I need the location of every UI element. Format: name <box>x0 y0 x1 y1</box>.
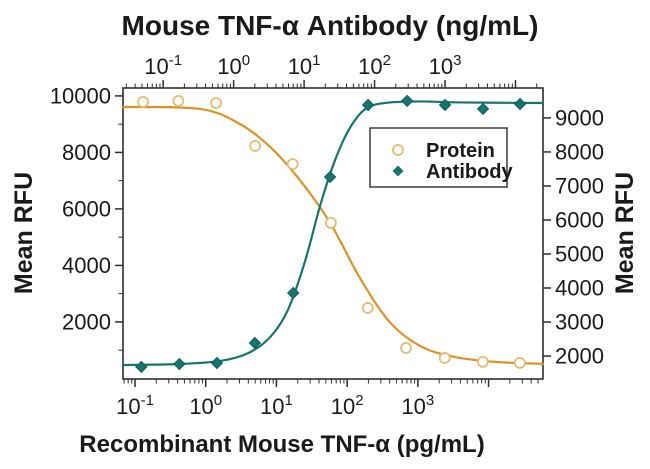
top-tick-label: 10-1 <box>144 52 182 79</box>
right-tick-label: 2000 <box>555 344 604 369</box>
bottom-axis-title: Recombinant Mouse TNF-α (pg/mL) <box>79 431 484 458</box>
data-point-antibody <box>513 97 527 111</box>
left-tick-label: 4000 <box>62 253 111 278</box>
right-tick-label: 9000 <box>555 105 604 130</box>
right-axis-title: Mean RFU <box>611 172 639 294</box>
data-point-protein <box>400 342 412 354</box>
data-point-antibody <box>438 98 452 112</box>
legend-label-protein: Protein <box>426 140 495 162</box>
bottom-tick-label: 103 <box>401 392 434 419</box>
data-point-protein <box>325 217 337 229</box>
data-point-antibody <box>476 102 490 116</box>
legend-label-antibody: Antibody <box>426 161 514 183</box>
fit-curve-protein <box>121 105 545 365</box>
data-point-antibody <box>210 356 224 370</box>
fit-curve-antibody <box>121 100 545 367</box>
left-tick-label: 10000 <box>50 83 111 108</box>
right-tick-label: 7000 <box>555 173 604 198</box>
right-tick-label: 5000 <box>555 241 604 266</box>
bottom-tick-label: 10-1 <box>116 392 154 419</box>
left-axis-title: Mean RFU <box>10 172 38 294</box>
right-tick-label: 6000 <box>555 207 604 232</box>
top-tick-label: 103 <box>429 52 462 79</box>
data-point-antibody <box>135 360 148 374</box>
right-tick-label: 4000 <box>555 276 604 301</box>
fit-curves <box>121 100 545 367</box>
right-tick-label: 3000 <box>555 310 604 335</box>
data-point-protein <box>476 356 489 368</box>
antibody-marker-icon <box>392 165 404 177</box>
data-point-antibody <box>286 286 300 300</box>
data-point-antibody <box>400 94 414 108</box>
data-point-protein <box>513 356 526 369</box>
axis-tick-labels: 10-1 100 101 102 103 10-1 100 101 102 103 2000 4000… <box>50 52 604 419</box>
left-tick-label: 8000 <box>62 140 111 165</box>
data-point-protein <box>172 94 185 107</box>
bottom-tick-label: 100 <box>189 392 222 419</box>
legend: Protein Antibody <box>369 127 514 188</box>
bottom-tick-label: 101 <box>260 392 293 419</box>
data-point-antibody <box>173 357 186 371</box>
right-tick-label: 8000 <box>555 139 604 164</box>
plot-frame <box>122 87 544 380</box>
data-point-protein <box>210 97 222 109</box>
data-point-antibody <box>323 170 337 184</box>
left-tick-label: 6000 <box>62 196 111 221</box>
data-point-antibody <box>361 98 375 112</box>
data-point-antibody <box>248 336 262 350</box>
data-points <box>135 94 527 374</box>
bottom-tick-label: 102 <box>331 392 364 419</box>
data-point-protein <box>286 158 299 170</box>
data-point-protein <box>137 95 149 108</box>
top-axis-title: Mouse TNF-α Antibody (ng/mL) <box>122 10 539 41</box>
plot-border <box>122 87 544 380</box>
top-tick-label: 102 <box>358 52 391 79</box>
left-tick-label: 2000 <box>62 309 111 334</box>
data-point-protein <box>249 140 262 152</box>
legend-box <box>369 127 508 188</box>
protein-marker-icon <box>392 144 404 156</box>
top-tick-label: 100 <box>217 52 250 79</box>
top-tick-label: 101 <box>288 52 321 79</box>
data-point-protein <box>438 352 451 364</box>
axis-ticks <box>115 80 551 387</box>
data-point-protein <box>361 302 374 314</box>
